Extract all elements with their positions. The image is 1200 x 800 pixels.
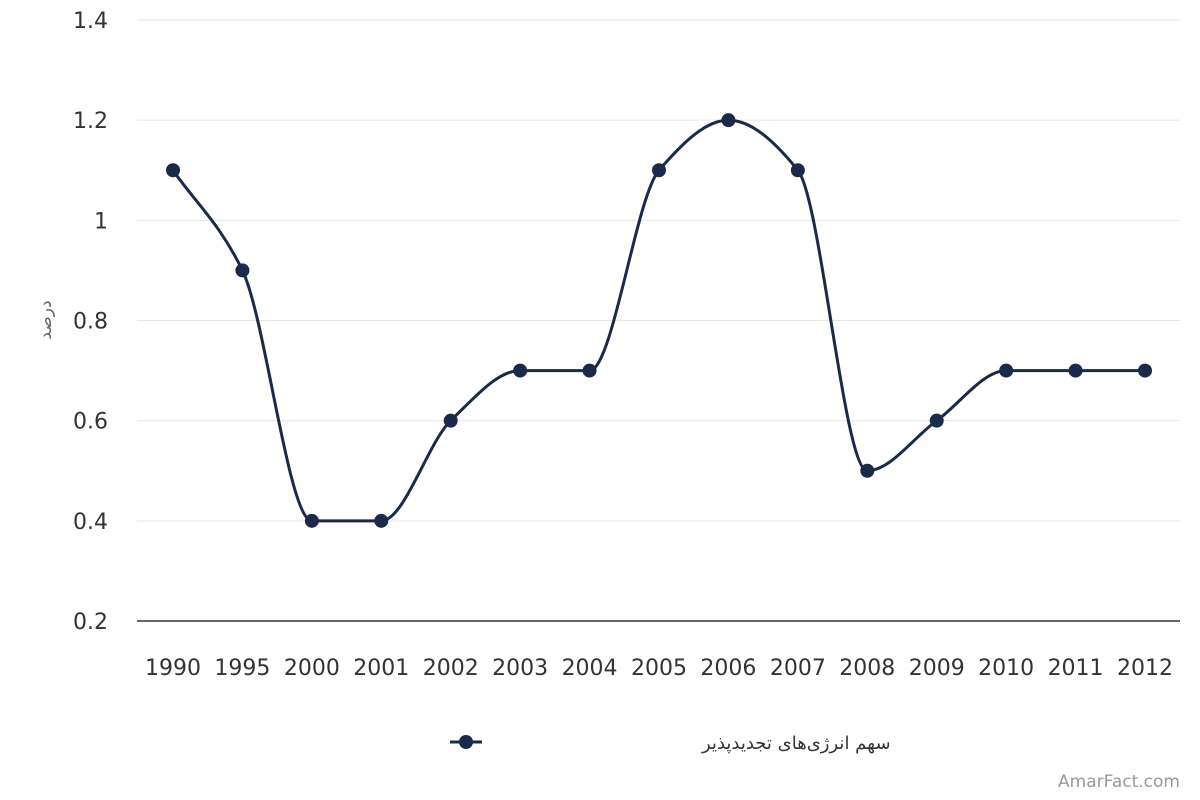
x-tick-label: 2001 <box>353 656 409 681</box>
data-point[interactable] <box>304 513 319 528</box>
data-point[interactable] <box>999 363 1014 378</box>
credit-text[interactable]: AmarFact.com <box>1058 772 1180 792</box>
x-tick-label: 2003 <box>492 656 548 681</box>
y-tick-label: 1.4 <box>73 9 108 34</box>
data-point[interactable] <box>166 163 180 178</box>
legend-label: سهم انرژی‌های تجدیدپذیر <box>701 733 891 754</box>
x-tick-label: 2004 <box>562 656 618 681</box>
y-axis-title: درصد <box>36 300 56 339</box>
data-point[interactable] <box>652 163 666 178</box>
data-point[interactable] <box>513 363 528 378</box>
x-tick-label: 2005 <box>631 656 687 681</box>
x-tick-label: 2000 <box>284 656 340 681</box>
x-tick-label: 2012 <box>1117 656 1173 681</box>
x-tick-label: 2002 <box>423 656 479 681</box>
y-tick-label: 1.2 <box>73 109 108 134</box>
y-tick-label: 0.2 <box>73 610 108 635</box>
y-tick-label: 0.8 <box>73 310 108 335</box>
data-point[interactable] <box>860 463 875 478</box>
y-tick-label: 0.4 <box>73 510 108 535</box>
data-point[interactable] <box>721 113 736 128</box>
legend[interactable]: سهم انرژی‌های تجدیدپذیر <box>450 733 891 754</box>
x-tick-label: 2008 <box>839 656 895 681</box>
data-point[interactable] <box>374 513 389 528</box>
data-point[interactable] <box>1138 363 1152 378</box>
x-tick-label: 2007 <box>770 656 826 681</box>
y-tick-label: 1 <box>94 209 108 234</box>
data-point[interactable] <box>443 413 458 428</box>
x-axis-tick-labels: 1990 1995 2000 2001 2002 2003 2004 2005 2006 2007… <box>145 656 1173 681</box>
data-point[interactable] <box>790 163 805 178</box>
legend-marker <box>459 735 473 749</box>
data-point[interactable] <box>582 363 597 378</box>
x-tick-label: 1995 <box>214 656 270 681</box>
x-tick-label: 1990 <box>145 656 201 681</box>
y-axis-tick-labels: 0.2 0.4 0.6 0.8 1 1.2 1.4 <box>73 9 108 635</box>
x-tick-label: 2009 <box>909 656 965 681</box>
data-point[interactable] <box>235 263 250 278</box>
data-point[interactable] <box>1068 363 1083 378</box>
y-tick-label: 0.6 <box>73 410 108 435</box>
gridlines <box>137 19 1180 522</box>
data-points <box>166 113 1152 528</box>
x-tick-label: 2006 <box>700 656 756 681</box>
x-tick-label: 2011 <box>1048 656 1104 681</box>
x-tick-label: 2010 <box>978 656 1034 681</box>
data-point[interactable] <box>929 413 944 428</box>
